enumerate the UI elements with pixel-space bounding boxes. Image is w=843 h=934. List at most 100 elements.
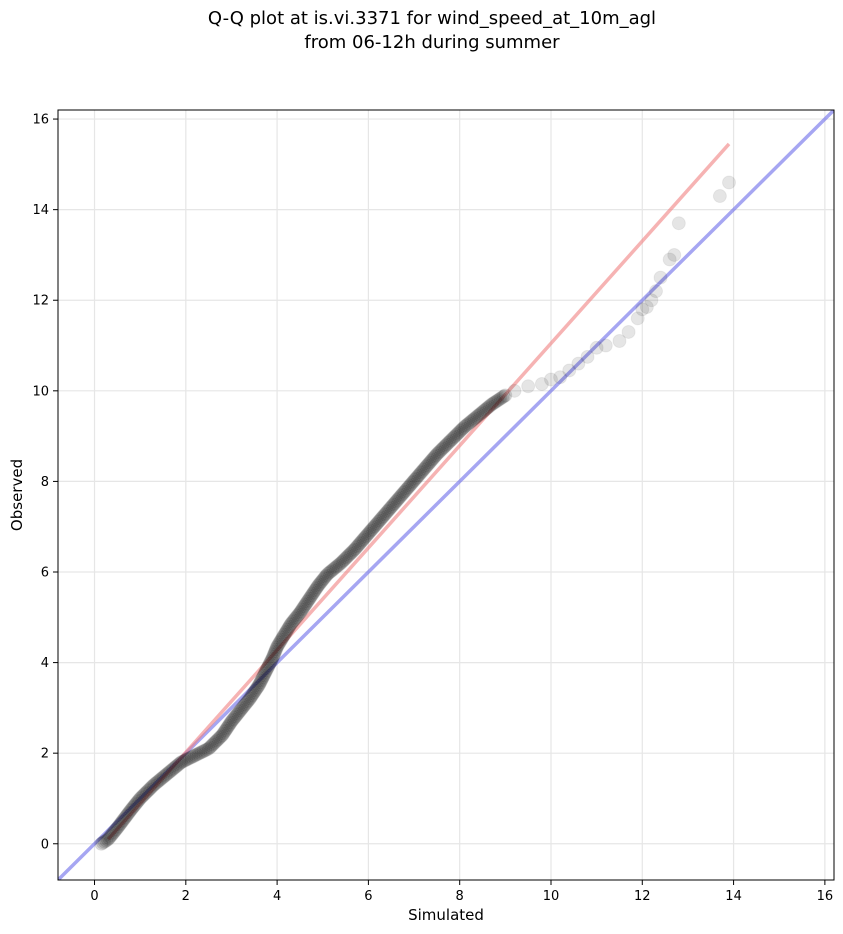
data-point <box>308 581 323 596</box>
chart-title-line-1: Q-Q plot at is.vi.3371 for wind_speed_at… <box>208 8 656 29</box>
fit-line <box>106 142 731 841</box>
data-point <box>124 802 139 817</box>
data-point <box>449 427 464 442</box>
data-point <box>521 379 536 394</box>
data-point <box>456 421 471 436</box>
data-point <box>498 388 513 403</box>
data-point <box>117 811 132 826</box>
data-point <box>377 507 392 522</box>
data-point <box>402 478 417 493</box>
y-tick-label: 8 <box>41 475 49 490</box>
data-point <box>460 417 475 432</box>
data-point <box>355 533 370 548</box>
data-point <box>300 594 315 609</box>
data-point <box>301 593 316 608</box>
data-point <box>507 383 522 398</box>
data-point <box>630 311 645 326</box>
data-point <box>445 432 460 447</box>
data-point <box>132 791 147 806</box>
data-point <box>106 825 121 840</box>
data-point <box>473 406 488 421</box>
data-point <box>598 338 613 353</box>
y-tick-label: 10 <box>32 384 49 399</box>
x-tick-label: 6 <box>364 889 372 904</box>
data-point <box>348 540 363 555</box>
data-point <box>147 777 162 792</box>
data-point <box>427 449 442 464</box>
data-point <box>104 828 119 843</box>
data-point <box>671 216 686 231</box>
data-point <box>299 596 314 611</box>
data-point <box>260 661 275 676</box>
data-point <box>343 546 358 561</box>
data-point <box>111 819 126 834</box>
data-point <box>336 553 351 568</box>
data-point <box>112 817 127 832</box>
data-point <box>322 565 337 580</box>
data-point <box>432 444 447 459</box>
data-point <box>393 488 408 503</box>
data-point <box>221 718 236 733</box>
data-point <box>232 704 247 719</box>
data-point <box>261 658 276 673</box>
data-point <box>108 823 123 838</box>
data-point <box>196 744 211 759</box>
data-point <box>386 497 401 512</box>
data-point <box>466 412 481 427</box>
data-point <box>276 629 291 644</box>
y-tick-label: 4 <box>41 656 49 671</box>
data-point <box>99 833 114 848</box>
reference-lines <box>58 110 834 880</box>
data-point <box>416 462 431 477</box>
data-point <box>472 407 487 422</box>
data-point <box>553 370 568 385</box>
data-point <box>385 498 400 513</box>
data-point <box>222 716 237 731</box>
data-point <box>254 673 269 688</box>
data-point <box>410 469 425 484</box>
data-point <box>126 799 141 814</box>
data-point <box>290 608 305 623</box>
data-point <box>215 728 230 743</box>
data-point <box>177 753 192 768</box>
data-point <box>302 591 317 606</box>
data-point <box>360 527 375 542</box>
data-point <box>331 558 346 573</box>
data-point <box>95 835 110 850</box>
y-axis-ticks: 0 2 4 6 8 10 12 14 16 <box>32 113 58 852</box>
data-point <box>156 769 171 784</box>
data-point <box>589 340 604 355</box>
data-points <box>94 175 737 851</box>
data-point <box>152 773 167 788</box>
data-point <box>318 569 333 584</box>
data-point <box>469 410 484 425</box>
data-point <box>397 484 412 499</box>
data-point <box>383 500 398 515</box>
data-point <box>361 526 376 541</box>
data-point <box>358 529 373 544</box>
data-point <box>171 757 186 772</box>
data-point <box>388 494 403 509</box>
data-point <box>387 496 402 511</box>
data-point <box>438 438 453 453</box>
data-point <box>286 613 301 628</box>
data-point <box>123 803 138 818</box>
data-point <box>209 733 224 748</box>
data-point <box>115 814 130 829</box>
y-tick-label: 6 <box>41 566 49 581</box>
data-point <box>212 730 227 745</box>
data-point <box>218 723 233 738</box>
data-point <box>103 829 118 844</box>
data-point <box>479 401 494 416</box>
data-point <box>722 175 737 190</box>
data-point <box>353 535 368 550</box>
data-point <box>362 525 377 540</box>
y-tick-label: 2 <box>41 747 49 762</box>
data-point <box>205 737 220 752</box>
data-point <box>184 750 199 765</box>
data-point <box>274 632 289 647</box>
data-point <box>100 832 115 847</box>
data-point <box>338 551 353 566</box>
data-point <box>303 589 318 604</box>
data-point <box>255 671 270 686</box>
